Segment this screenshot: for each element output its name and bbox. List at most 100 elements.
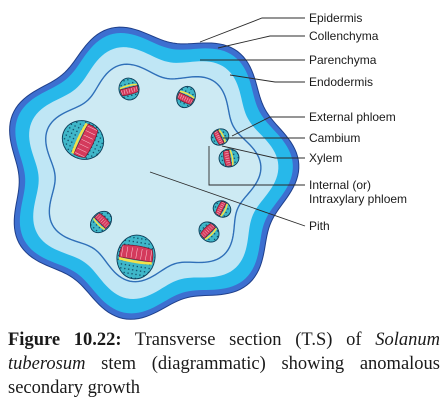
xylem-vessel-line — [145, 249, 148, 261]
leader-internal-phloem — [208, 146, 305, 186]
pith-marker — [149, 171, 306, 227]
xylem-vessel-line — [85, 130, 95, 136]
figure-caption: Figure 10.22: Transverse section (T.S) o… — [8, 328, 440, 400]
xylem-vessel-line — [215, 133, 219, 135]
cambium — [229, 149, 234, 166]
xylem-vessel-line — [217, 211, 221, 213]
leader-endodermis — [229, 74, 305, 83]
xylem-vessel-line — [121, 90, 123, 95]
xylem-vessel-line — [218, 209, 222, 212]
xylem-vessel-line — [149, 250, 153, 262]
stem-cross-section-diagram: Epidermis Collenchyma Parenchyma Endoder… — [9, 11, 407, 320]
vascular-bundle — [61, 120, 105, 160]
xylem-vessel-line — [83, 134, 93, 140]
cambium — [179, 90, 195, 99]
xylem-vessel-line — [217, 136, 221, 139]
xylem-vessel-line — [123, 89, 126, 95]
vascular-bundle — [218, 148, 240, 168]
label-cambium: Cambium — [309, 131, 360, 145]
leader-external-phloem — [231, 116, 305, 137]
xylem-vessel-line — [218, 140, 223, 143]
xylem-vessel-line — [81, 139, 91, 144]
xylem-vessel-line — [201, 233, 205, 238]
xylem-vessel-line — [102, 220, 106, 225]
cambium — [204, 227, 218, 241]
xylem-vessel-line — [130, 247, 133, 258]
xylem-vessel-line — [219, 142, 223, 145]
xylem-vessel-line — [219, 207, 223, 210]
label-xylem: Xylem — [309, 151, 342, 165]
xylem-vessel-line — [206, 229, 210, 233]
annotation-labels: Epidermis Collenchyma Parenchyma Endoder… — [309, 11, 407, 233]
vascular-bundles — [61, 77, 240, 280]
xylem-vessel-line — [220, 205, 224, 208]
xylem-vessel-line — [202, 232, 207, 236]
xylem-vessel-line — [209, 225, 213, 230]
xylem-vessel-line — [210, 224, 215, 228]
vascular-bundle — [118, 77, 140, 101]
cambium — [118, 256, 152, 265]
xylem-vessel-line — [207, 227, 212, 231]
xylem-vessel-line — [216, 212, 220, 215]
vascular-bundle — [176, 85, 196, 109]
xylem-vessel-line — [224, 150, 229, 153]
xylem-vessel-line — [184, 96, 187, 101]
xylem-vessel-line — [131, 88, 133, 93]
xylem-vessel-line — [214, 131, 218, 134]
vascular-bundle — [212, 200, 232, 218]
xylem-vessel-line — [188, 98, 191, 103]
xylem-vessel-line — [103, 221, 108, 226]
xylem-vessel-line — [226, 162, 231, 164]
xylem-vessel-line — [75, 152, 85, 157]
xylem-vessel-line — [125, 246, 129, 258]
label-epidermis: Epidermis — [309, 11, 362, 25]
xylem-vessel-line — [121, 245, 124, 257]
xylem-vessel-line — [226, 164, 231, 166]
xylem-vessel-line — [218, 138, 222, 141]
leader-xylem — [221, 145, 305, 159]
label-internal-phloem-line2: Intraxylary phloem — [309, 192, 407, 206]
label-pith: Pith — [309, 219, 330, 233]
cambium — [218, 129, 226, 143]
xylem-vessel-line — [225, 155, 229, 157]
label-endodermis: Endodermis — [309, 75, 373, 89]
xylem-vessel-line — [133, 87, 136, 92]
xylem-vessel-line — [77, 147, 87, 153]
xylem-vessel-line — [87, 125, 97, 131]
xylem-vessel-line — [136, 86, 138, 92]
leader-epidermis — [199, 17, 305, 43]
xylem-vessel-line — [179, 94, 183, 99]
xylem-vessel-line — [186, 97, 189, 102]
endodermis-line — [45, 63, 262, 283]
vascular-bundle — [89, 210, 113, 234]
xylem-vessel-line — [135, 248, 138, 259]
xylem-vessel-line — [79, 143, 89, 149]
xylem-vessel-line — [128, 88, 131, 93]
cambium — [119, 83, 137, 90]
xylem-vessel-line — [105, 223, 110, 228]
caption-text-2: stem (diagrammatic) showing anomalous se… — [8, 354, 440, 398]
xylem-vessel-line — [204, 230, 208, 234]
caption-text-1: Transverse section (T.S) of — [121, 330, 376, 350]
xylem-vessel-line — [97, 215, 101, 220]
xylem-vessel-line — [100, 218, 105, 223]
xylem-vessel-line — [216, 134, 220, 137]
xylem-vessel-line — [221, 201, 225, 204]
xylem-vessel-line — [225, 157, 230, 159]
xylem-vessel-line — [225, 160, 230, 162]
cambium — [220, 203, 229, 217]
xylem-vessel-line — [221, 203, 225, 206]
xylem-vessel-line — [98, 217, 103, 221]
caption-lead: Figure 10.22: — [8, 330, 122, 350]
vascular-bundle — [198, 221, 220, 243]
label-internal-phloem-line1: Internal (or) — [309, 178, 371, 192]
xylem-vessel-line — [140, 248, 143, 260]
xylem-vessel-line — [190, 99, 193, 104]
cambium — [92, 217, 106, 231]
xylem-vessel-line — [95, 213, 100, 218]
caption-species: Solanum tuberosum — [8, 330, 440, 374]
leader-collenchyma — [217, 35, 305, 49]
xylem-vessel-line — [126, 89, 128, 94]
pith-leader-line — [149, 171, 306, 227]
vascular-bundle — [210, 128, 230, 146]
